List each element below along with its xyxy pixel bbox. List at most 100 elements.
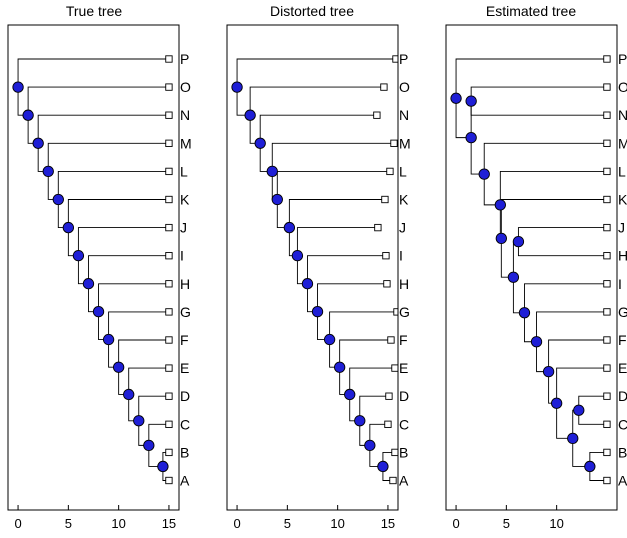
leaf-label-A: A — [180, 473, 190, 489]
leaf-marker-L — [603, 167, 611, 176]
branch-n8 — [517, 227, 607, 257]
node-marker-n7 — [92, 306, 105, 318]
node-marker-n1 — [377, 460, 389, 473]
leaf-label-F: F — [618, 332, 627, 348]
leaf-label-E: E — [618, 360, 627, 376]
node-marker-n3 — [567, 432, 579, 444]
leaf-label-K: K — [399, 192, 409, 208]
leaf-marker-B — [165, 448, 173, 457]
leaf-marker-J — [374, 223, 382, 232]
leaf-label-A: A — [399, 473, 409, 489]
node-marker-n1 — [157, 460, 169, 473]
branch-n5 — [339, 339, 391, 395]
leaf-marker-B — [391, 448, 398, 457]
node-marker-n4 — [344, 388, 356, 401]
node-marker-n9 — [291, 249, 304, 262]
leaf-label-M: M — [180, 135, 192, 151]
leaf-marker-M — [165, 139, 173, 147]
leaf-label-P: P — [399, 51, 408, 67]
node-marker-n6 — [102, 333, 115, 346]
leaf-marker-E — [165, 364, 173, 372]
x-tick-label-15: 15 — [162, 516, 176, 531]
node-marker-n14 — [465, 131, 477, 144]
leaf-marker-N — [603, 111, 611, 119]
leaf-label-I: I — [180, 248, 184, 264]
leaf-marker-J — [165, 223, 173, 232]
leaf-marker-A — [165, 476, 173, 485]
node-marker-n9 — [72, 249, 85, 262]
x-tick-label-5: 5 — [284, 516, 291, 531]
node-marker-n5 — [112, 361, 125, 373]
node-marker-n13 — [32, 137, 44, 149]
node-marker-n11 — [271, 193, 283, 206]
node-marker-n3 — [133, 415, 145, 427]
leaf-label-C: C — [399, 416, 409, 432]
leaf-label-G: G — [180, 304, 191, 320]
leaf-marker-I — [603, 280, 611, 288]
nodes — [231, 55, 398, 485]
leaf-marker-G — [603, 308, 611, 316]
node-marker-n5 — [334, 361, 346, 373]
leaf-label-K: K — [618, 192, 627, 208]
leaf-marker-B — [603, 448, 611, 457]
leaf-label-K: K — [180, 192, 190, 208]
leaf-label-H: H — [399, 276, 409, 292]
leaf-label-O: O — [618, 79, 627, 95]
leaf-label-L: L — [399, 163, 407, 179]
branch-n11 — [499, 170, 607, 239]
leaf-marker-F — [165, 336, 173, 344]
leaf-label-O: O — [399, 79, 410, 95]
leaf-label-C: C — [180, 416, 190, 432]
leaf-label-E: E — [180, 360, 189, 376]
node-marker-n3 — [354, 415, 366, 427]
leaf-marker-G — [165, 308, 173, 316]
node-marker-n2 — [143, 439, 155, 452]
leaf-label-C: C — [618, 416, 627, 432]
x-tick-label-0: 0 — [14, 516, 21, 531]
node-marker-n2 — [364, 439, 376, 452]
branch-n15 — [455, 58, 607, 139]
leaf-marker-P — [392, 55, 398, 63]
leaf-label-M: M — [399, 135, 411, 151]
leaf-marker-L — [386, 167, 394, 176]
leaf-marker-J — [603, 223, 611, 232]
leaf-marker-L — [165, 167, 173, 176]
node-marker-n8 — [82, 278, 95, 290]
node-marker-n12 — [42, 165, 54, 178]
node-marker-n9 — [507, 271, 520, 283]
node-marker-n8 — [512, 235, 525, 248]
node-marker-n15 — [231, 81, 243, 93]
branch-n4 — [128, 367, 169, 422]
branch-n13 — [470, 86, 607, 116]
leaf-label-J: J — [180, 220, 187, 236]
node-marker-n15 — [450, 92, 462, 104]
leaf-marker-H — [165, 280, 173, 288]
leaf-label-N: N — [180, 107, 190, 123]
leaf-marker-K — [165, 195, 173, 204]
node-marker-n4 — [550, 397, 563, 409]
leaf-marker-I — [382, 252, 390, 260]
leaf-label-M: M — [618, 135, 627, 151]
node-marker-n13 — [254, 137, 266, 149]
node-marker-n11 — [494, 199, 506, 211]
node-marker-n7 — [311, 306, 324, 318]
node-marker-n6 — [530, 336, 543, 348]
leaf-label-G: G — [618, 304, 627, 320]
branch-n4 — [556, 367, 607, 439]
node-marker-n6 — [323, 333, 336, 346]
plot-frame — [445, 24, 618, 511]
node-marker-n14 — [22, 109, 34, 121]
leaf-label-B: B — [618, 444, 627, 460]
node-marker-n7 — [518, 307, 531, 319]
x-tick-label-0: 0 — [452, 516, 459, 531]
node-marker-n12 — [266, 165, 278, 178]
leaf-label-D: D — [180, 388, 190, 404]
leaf-label-P: P — [180, 51, 189, 67]
leaf-marker-D — [603, 392, 611, 400]
x-tick-label-5: 5 — [65, 516, 72, 531]
branch-n5 — [118, 339, 169, 395]
panel-title-true-tree: True tree — [66, 3, 122, 19]
